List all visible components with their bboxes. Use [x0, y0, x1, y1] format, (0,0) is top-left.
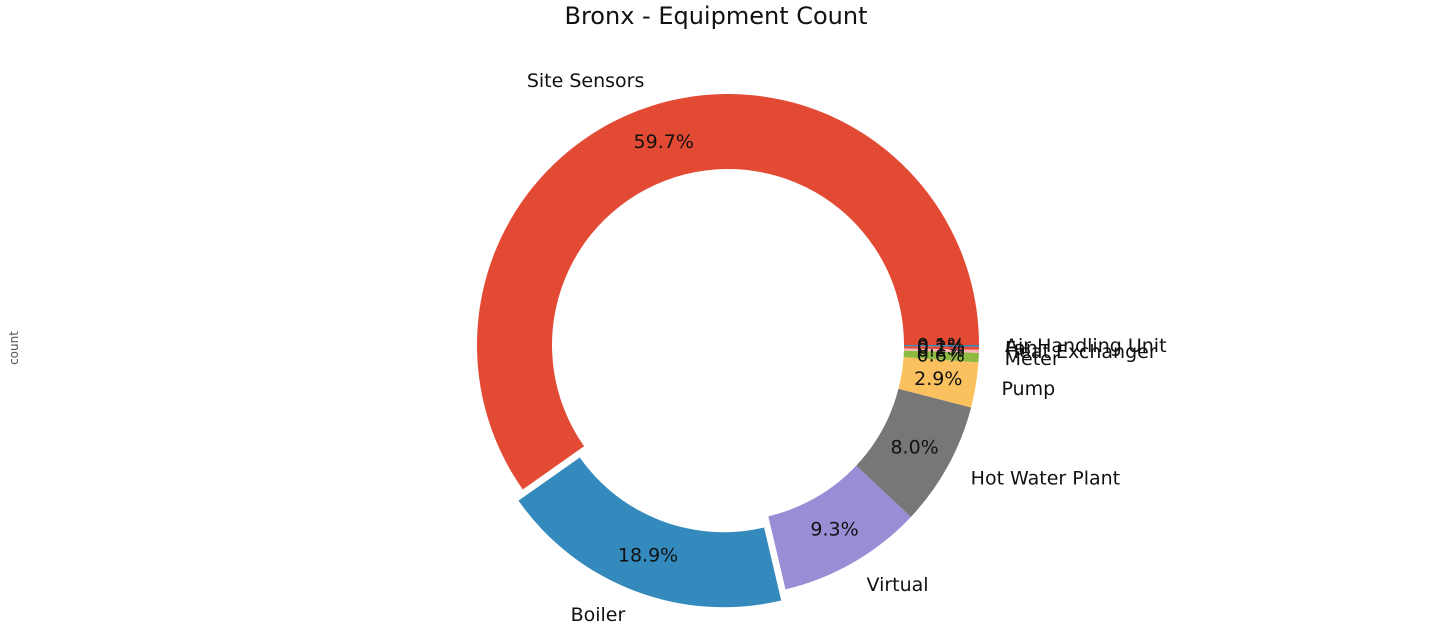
pct-label-fan: 0.2%: [917, 337, 965, 359]
slice-hot-water-plant: [856, 388, 972, 517]
slice-virtual: [768, 465, 911, 590]
slice-pump: [898, 357, 979, 408]
category-label-virtual: Virtual: [867, 574, 929, 596]
slice-air-handling-unit: [903, 345, 979, 347]
pct-label-air-handling-unit: 0.1%: [917, 335, 965, 357]
category-label-pump: Pump: [1001, 378, 1055, 400]
category-label-heat-exchanger: Heat Exchanger: [1005, 341, 1157, 363]
slice-meter: [903, 350, 979, 363]
slice-site-sensors: [477, 93, 979, 490]
category-label-hot-water-plant: Hot Water Plant: [971, 468, 1120, 490]
pct-label-site-sensors: 59.7%: [634, 131, 694, 153]
category-label-boiler: Boiler: [571, 604, 626, 626]
pct-label-pump: 2.9%: [914, 368, 962, 390]
slice-fan: [903, 346, 979, 350]
pct-label-hot-water-plant: 8.0%: [890, 437, 938, 459]
category-label-air-handling-unit: Air Handling Unit: [1005, 335, 1167, 357]
pct-label-virtual: 9.3%: [810, 518, 858, 540]
category-label-meter: Meter: [1005, 348, 1060, 370]
category-label-site-sensors: Site Sensors: [527, 70, 645, 92]
slice-heat-exchanger: [903, 348, 979, 353]
pct-label-boiler: 18.9%: [618, 544, 678, 566]
category-label-fan: Fan: [1005, 337, 1038, 359]
slice-boiler: [518, 457, 782, 608]
pct-label-heat-exchanger: 0.2%: [917, 339, 965, 361]
chart-title: Bronx - Equipment Count: [564, 2, 868, 30]
